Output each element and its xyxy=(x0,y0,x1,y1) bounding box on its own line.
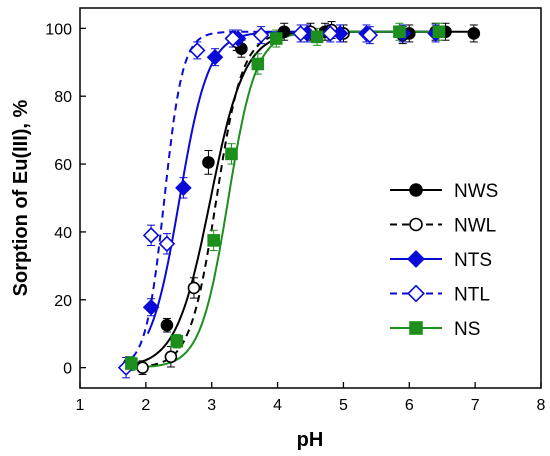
legend-label: NWS xyxy=(454,181,498,202)
point-ns xyxy=(393,25,406,39)
point-ntl xyxy=(142,227,160,244)
point-nwl xyxy=(136,361,149,374)
plot-frame xyxy=(79,7,542,389)
point-nws xyxy=(202,156,215,169)
fit-curves xyxy=(122,30,474,369)
point-nws xyxy=(160,318,174,332)
legend-label: NTL xyxy=(454,285,490,306)
legend-marker xyxy=(407,284,425,303)
point-ntl xyxy=(224,30,242,47)
point-nws xyxy=(467,27,481,40)
x-tick-label: 1 xyxy=(76,397,85,414)
point-ns xyxy=(310,30,324,44)
data-markers xyxy=(117,23,481,376)
point-nts xyxy=(175,179,192,197)
x-axis-title: pH xyxy=(297,429,324,451)
fit-curve-nws xyxy=(125,30,474,367)
point-ns xyxy=(225,147,238,161)
legend-label: NTS xyxy=(454,250,492,271)
y-axis-title: Sorption of Eu(III), % xyxy=(10,99,32,296)
point-ns xyxy=(251,57,265,71)
point-nts xyxy=(142,298,160,316)
legend-marker xyxy=(407,250,425,268)
point-ns xyxy=(269,32,283,45)
point-ntl xyxy=(361,26,379,44)
legend-entry-ntl: NTL xyxy=(390,285,490,306)
fit-curve-ns xyxy=(128,30,439,369)
point-nwl xyxy=(187,281,201,295)
legend-entry-nwl: NWL xyxy=(390,216,496,237)
y-tick-label: 40 xyxy=(54,225,72,242)
fit-curve-ntl xyxy=(122,30,370,365)
y-tick-label: 60 xyxy=(54,157,72,174)
legend-entry-nts: NTS xyxy=(390,250,492,271)
point-nts xyxy=(206,48,224,66)
point-ns xyxy=(125,357,138,370)
x-tick-label: 6 xyxy=(405,397,414,414)
legend-label: NWL xyxy=(454,216,496,237)
legend-marker xyxy=(409,321,423,335)
y-axis: 0 20 40 60 80 100 xyxy=(45,21,86,378)
point-ns xyxy=(170,334,184,348)
point-ntl xyxy=(252,26,270,44)
point-ntl xyxy=(158,235,176,253)
x-tick-label: 8 xyxy=(537,397,546,414)
x-tick-label: 2 xyxy=(141,397,150,414)
point-ntl xyxy=(188,42,206,59)
y-tick-label: 80 xyxy=(54,89,72,106)
y-tick-label: 0 xyxy=(63,361,72,378)
point-ns xyxy=(207,234,220,247)
x-tick-label: 5 xyxy=(339,397,348,414)
point-ns xyxy=(432,25,446,39)
point-ntl xyxy=(321,25,339,42)
x-tick-label: 7 xyxy=(471,397,480,414)
legend-marker xyxy=(409,183,423,197)
legend: NWS NWL NTS NTL NS xyxy=(390,181,498,340)
x-axis: 1 2 3 4 5 6 7 8 xyxy=(76,382,546,414)
error-bars xyxy=(122,21,478,379)
fit-curve-nwl xyxy=(139,30,436,368)
x-tick-label: 3 xyxy=(207,397,216,414)
y-tick-label: 20 xyxy=(54,293,72,310)
legend-entry-nws: NWS xyxy=(390,181,498,202)
point-nwl xyxy=(164,350,178,364)
x-tick-label: 4 xyxy=(273,397,282,414)
legend-label: NS xyxy=(454,319,480,340)
y-tick-label: 100 xyxy=(45,21,72,38)
legend-entry-ns: NS xyxy=(390,319,480,340)
point-ntl xyxy=(292,25,309,42)
legend-marker xyxy=(409,217,423,232)
